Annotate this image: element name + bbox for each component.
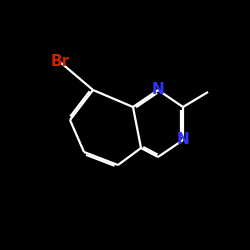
Text: N: N — [152, 82, 164, 98]
Text: N: N — [176, 132, 190, 148]
Text: Br: Br — [50, 54, 70, 70]
